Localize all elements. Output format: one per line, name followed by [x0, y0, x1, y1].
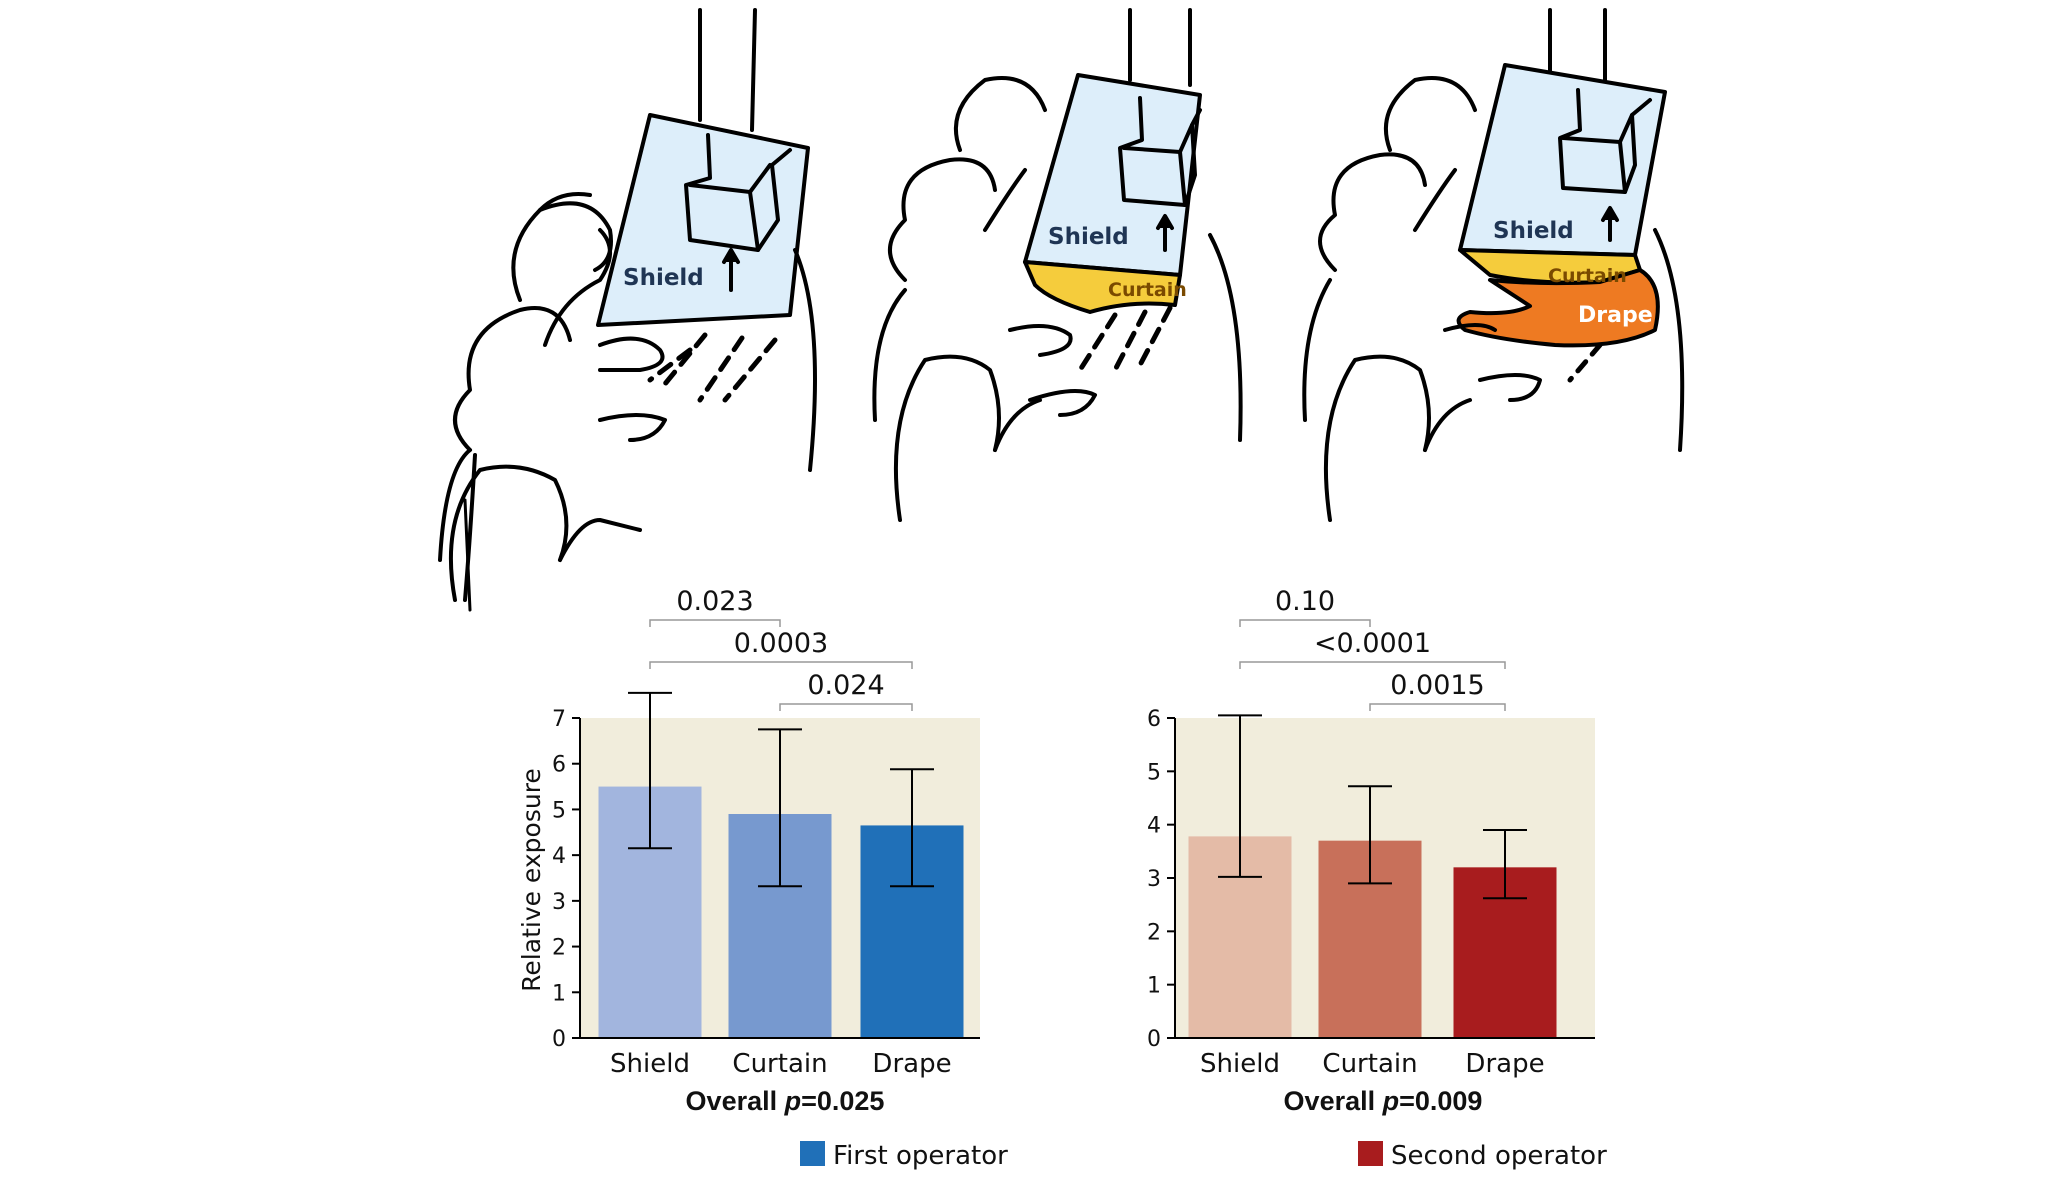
shield-label-3: Shield	[1493, 218, 1574, 244]
detector-sketch	[1558, 88, 1652, 194]
comparison-bracket	[1369, 703, 1506, 711]
drape-label-3: Drape	[1578, 303, 1653, 328]
comparison-bracket	[649, 661, 913, 669]
overall-value: =0.009	[1399, 1086, 1482, 1116]
x-tick-labels: Shield Curtain Drape	[610, 1049, 952, 1079]
scatter-arrows-icon	[1567, 342, 1603, 383]
shield-panel	[596, 113, 810, 327]
curtain-label-3: Curtain	[1548, 265, 1627, 287]
y-tick-label: 2	[552, 936, 566, 961]
shield-label-1: Shield	[623, 265, 704, 291]
overall-p-symbol: p	[1382, 1086, 1400, 1116]
up-arrow-icon	[1156, 214, 1174, 252]
chart-second-operator: 0 1 2 3 4 5 6 0.10 <0.0001 0.0015 Shield Curtain…	[1147, 586, 1607, 1171]
detector-sketch	[684, 133, 792, 252]
x-tick-label: Curtain	[732, 1049, 827, 1079]
y-tick-label: 5	[552, 798, 566, 823]
x-tick-label: Shield	[1200, 1049, 1280, 1079]
chart-first-operator: 0 1 2 3 4 5 6 7 0.023 0.0003 0.024 Shield Curtain…	[517, 586, 1008, 1171]
legend-label: Second operator	[1391, 1141, 1607, 1171]
overall-prefix: Overall	[686, 1086, 785, 1116]
y-tick-label: 0	[1147, 1027, 1161, 1052]
ceiling-arm	[1548, 8, 1607, 82]
comparison-p-label: 0.023	[676, 586, 753, 617]
legend-label: First operator	[833, 1141, 1008, 1171]
curtain-panel	[1023, 260, 1182, 314]
y-tick-label: 1	[552, 981, 566, 1006]
curtain-line	[463, 498, 472, 612]
comparison-p-label: 0.0003	[734, 628, 828, 659]
comparison-brackets: 0.023 0.0003 0.024	[649, 586, 913, 711]
curtain-label-2: Curtain	[1108, 279, 1187, 301]
x-tick-label: Curtain	[1322, 1049, 1417, 1079]
bars	[1188, 836, 1557, 1038]
legend: Second operator	[1358, 1141, 1607, 1171]
comparison-p-label: 0.10	[1275, 586, 1335, 617]
comparison-bracket	[1239, 661, 1506, 669]
detector-sketch	[1118, 96, 1202, 207]
drape-panel	[1456, 268, 1660, 348]
x-tick-label: Drape	[1465, 1049, 1544, 1079]
ceiling-arm	[698, 8, 757, 132]
y-tick-label: 2	[1147, 920, 1161, 945]
y-tick-label: 6	[552, 753, 566, 778]
y-tick-label: 4	[1147, 814, 1161, 839]
shield-label-2: Shield	[1048, 224, 1129, 250]
legend-swatch	[800, 1141, 825, 1166]
comparison-p-label: 0.0015	[1390, 670, 1484, 701]
y-axis-label: Relative exposure	[517, 768, 546, 992]
up-arrow-icon	[1601, 206, 1619, 242]
x-tick-labels: Shield Curtain Drape	[1200, 1049, 1545, 1079]
overall-p-value: Overall p=0.025	[686, 1086, 885, 1116]
y-tick-label: 7	[552, 707, 566, 732]
y-tick-label: 6	[1147, 707, 1161, 732]
scatter-arrows-icon	[647, 332, 778, 403]
y-axis: 0 1 2 3 4 5 6 7	[552, 707, 581, 1052]
error-bars	[628, 691, 934, 888]
y-tick-label: 1	[1147, 974, 1161, 999]
x-tick-label: Shield	[610, 1049, 690, 1079]
illustration-panel-1	[438, 8, 817, 612]
ceiling-arm	[1128, 8, 1192, 87]
comparison-bracket	[649, 619, 781, 627]
scatter-arrows-icon	[1077, 305, 1173, 373]
comparison-bracket	[1239, 619, 1371, 627]
overall-value: =0.025	[801, 1086, 884, 1116]
operator-figures	[1302, 76, 1685, 522]
overall-p-value: Overall p=0.009	[1284, 1086, 1483, 1116]
y-tick-label: 5	[1147, 760, 1161, 785]
illustration-panel-3	[1302, 8, 1685, 522]
overall-prefix: Overall	[1284, 1086, 1383, 1116]
y-axis: 0 1 2 3 4 5 6	[1147, 707, 1176, 1052]
comparison-bracket	[779, 703, 913, 711]
x-tick-label: Drape	[872, 1049, 951, 1079]
legend: First operator	[800, 1141, 1008, 1171]
comparison-p-label: <0.0001	[1314, 628, 1431, 659]
y-tick-label: 4	[552, 844, 566, 869]
y-tick-label: 3	[552, 890, 566, 915]
error-bars	[1218, 714, 1527, 900]
y-tick-label: 3	[1147, 867, 1161, 892]
overall-p-symbol: p	[784, 1086, 802, 1116]
y-tick-label: 0	[552, 1027, 566, 1052]
legend-swatch	[1358, 1141, 1383, 1166]
operator-figures	[438, 192, 817, 602]
illustration-panel-2	[872, 8, 1243, 522]
comparison-brackets: 0.10 <0.0001 0.0015	[1239, 586, 1506, 711]
operator-figures	[872, 76, 1243, 522]
up-arrow-icon	[722, 248, 740, 292]
comparison-p-label: 0.024	[807, 670, 884, 701]
